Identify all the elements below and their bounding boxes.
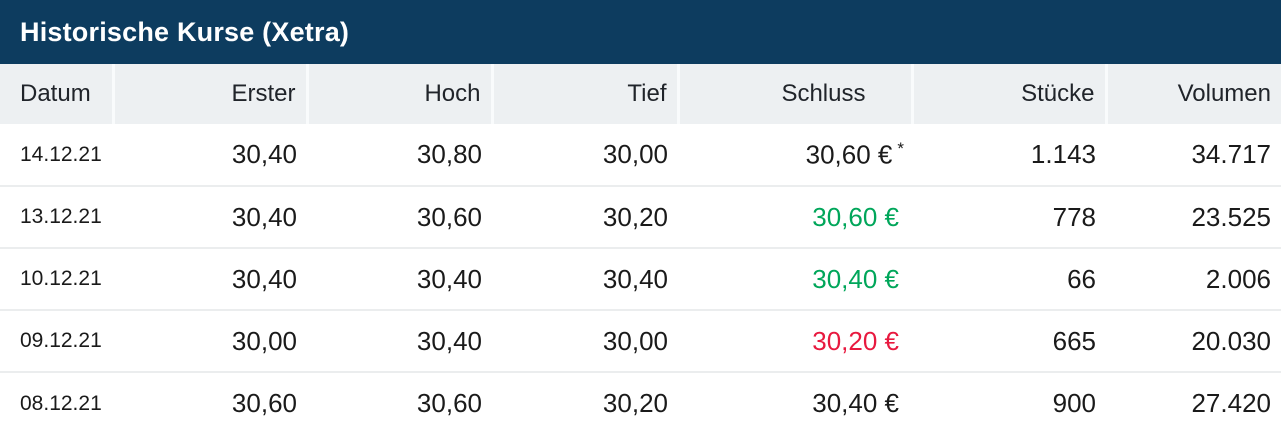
cell-tief: 30,40 [492, 247, 678, 310]
cell-volumen: 34.717 [1191, 139, 1271, 169]
cell-tief: 30,20 [492, 371, 678, 427]
cell-schluss: 30,40 € [678, 371, 912, 427]
column-header-schluss: Schluss [676, 64, 912, 124]
column-header-erster: Erster [111, 64, 307, 124]
cell-stuecke: 778 [912, 185, 1106, 248]
cell-schluss: 30,60 € * [678, 124, 912, 186]
historical-prices-table: Datum Erster Hoch Tief Schluss Stücke Vo… [0, 64, 1281, 427]
schluss-value: 30,20 € [812, 325, 899, 356]
title-bar: Historische Kurse (Xetra) [0, 0, 1281, 64]
cell-hoch: 30,80 [416, 139, 482, 169]
cell-volumen: 23.525 [1106, 185, 1281, 248]
cell-erster: 30,40 [231, 139, 297, 169]
cell-volumen: 20.030 [1106, 309, 1281, 372]
schluss-value: 30,40 € [812, 263, 899, 294]
cell-stuecke: 66 [912, 247, 1106, 310]
cell-schluss: 30,40 € [678, 247, 912, 310]
cell-datum: 10.12.21 [0, 247, 113, 310]
table-row: 13.12.21 30,40 30,60 30,20 30,60 € 778 2… [0, 185, 1281, 248]
cell-datum: 09.12.21 [0, 309, 113, 372]
schluss-value: 30,60 € [805, 139, 893, 170]
cell-tief: 30,00 [492, 309, 678, 372]
table-row: 14.12.21 30,40 30,80 30,00 30,60 € * 1.14… [0, 124, 1281, 186]
table-row: 08.12.21 30,60 30,60 30,20 30,40 € 900 2… [0, 371, 1281, 427]
cell-schluss: 30,20 € [678, 309, 912, 372]
cell-erster: 30,40 [113, 185, 307, 248]
cell-hoch: 30,40 [307, 247, 492, 310]
table-row: 10.12.21 30,40 30,40 30,40 30,40 € 66 2.… [0, 247, 1281, 310]
column-header-hoch: Hoch [305, 64, 492, 124]
schluss-value: 30,40 € [812, 388, 899, 418]
column-header-tief: Tief [490, 64, 678, 124]
cell-hoch: 30,60 [307, 185, 492, 248]
cell-stuecke: 900 [912, 371, 1106, 427]
schluss-value: 30,60 € [812, 201, 899, 232]
cell-stuecke: 665 [912, 309, 1106, 372]
cell-datum: 14.12.21 [20, 142, 102, 166]
cell-stuecke: 1.143 [1030, 139, 1096, 169]
cell-datum: 08.12.21 [0, 371, 113, 427]
cell-tief: 30,00 [602, 139, 668, 169]
cell-tief: 30,20 [492, 185, 678, 248]
cell-volumen: 27.420 [1106, 371, 1281, 427]
column-header-stuecke: Stücke [910, 64, 1106, 124]
cell-hoch: 30,40 [307, 309, 492, 372]
page-title: Historische Kurse (Xetra) [20, 16, 350, 47]
cell-erster: 30,60 [113, 371, 307, 427]
table-header-row: Datum Erster Hoch Tief Schluss Stücke Vo… [0, 64, 1281, 124]
cell-erster: 30,00 [113, 309, 307, 372]
cell-schluss: 30,60 € [678, 185, 912, 248]
table-row: 09.12.21 30,00 30,40 30,00 30,20 € 665 2… [0, 309, 1281, 372]
schluss-footnote-asterisk: * [897, 138, 904, 158]
column-header-volumen: Volumen [1104, 64, 1281, 124]
cell-datum: 13.12.21 [0, 185, 113, 248]
column-header-datum: Datum [20, 80, 91, 107]
cell-volumen: 2.006 [1106, 247, 1281, 310]
cell-hoch: 30,60 [307, 371, 492, 427]
cell-erster: 30,40 [113, 247, 307, 310]
